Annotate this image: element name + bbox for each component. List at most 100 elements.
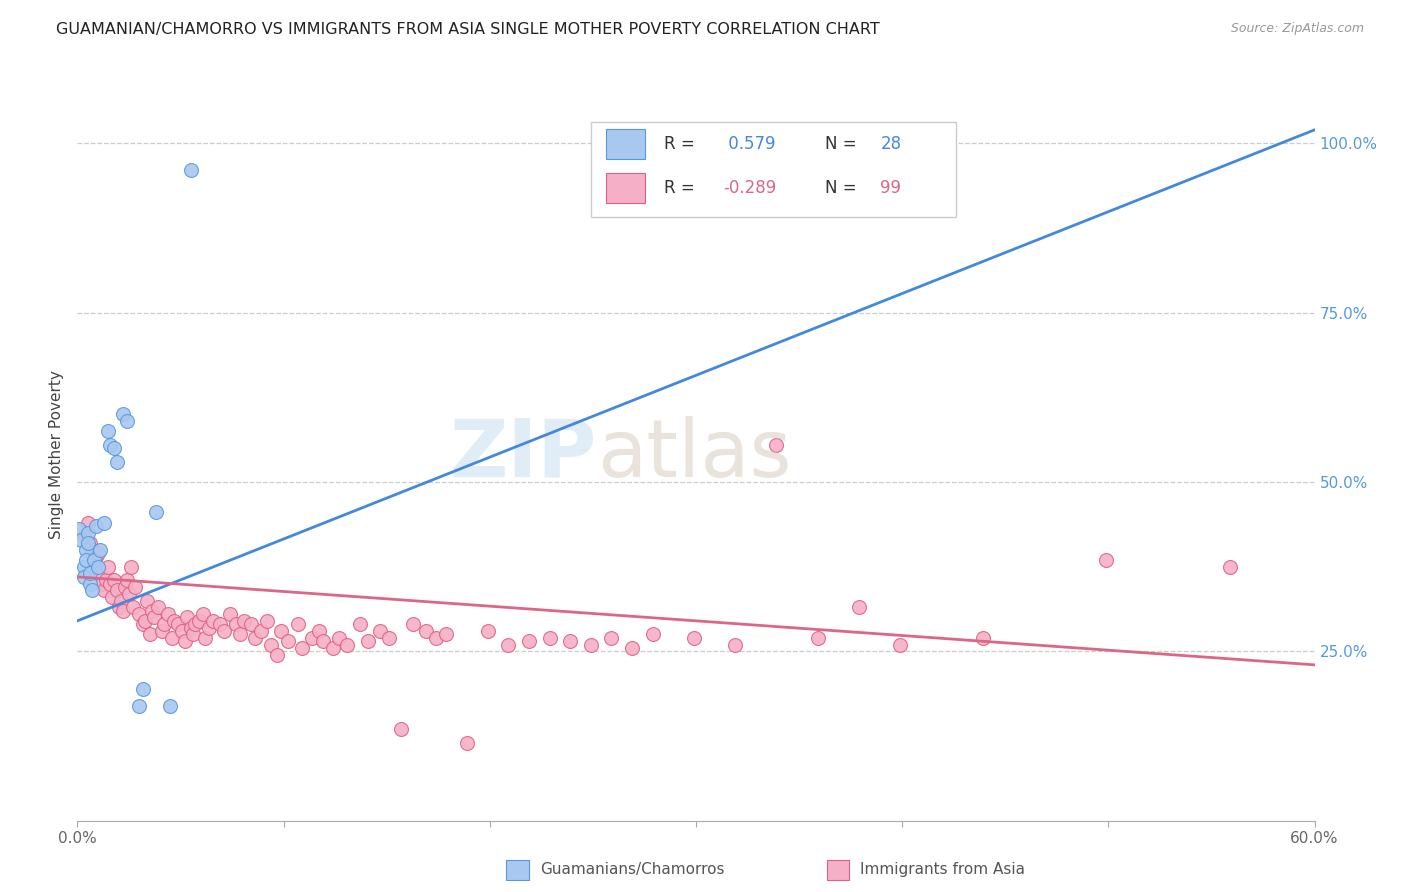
Point: [560, 634, 582, 648]
Point: [336, 638, 359, 652]
Text: Guamanians/Chamorros: Guamanians/Chamorros: [540, 863, 724, 877]
Point: [124, 580, 146, 594]
FancyBboxPatch shape: [591, 122, 956, 218]
Point: [89, 566, 111, 581]
Point: [765, 438, 787, 452]
Point: [1095, 553, 1118, 567]
Point: [456, 736, 478, 750]
Point: [75, 542, 97, 557]
Point: [67, 523, 90, 537]
Point: [312, 634, 335, 648]
Point: [84, 549, 107, 564]
Point: [115, 573, 138, 587]
Text: N =: N =: [825, 179, 862, 197]
Point: [114, 580, 136, 594]
Point: [291, 640, 314, 655]
Text: R =: R =: [664, 179, 700, 197]
Point: [142, 610, 165, 624]
Point: [202, 614, 225, 628]
Point: [84, 519, 107, 533]
Text: R =: R =: [664, 135, 700, 153]
Point: [198, 621, 221, 635]
Text: Immigrants from Asia: Immigrants from Asia: [860, 863, 1025, 877]
Point: [377, 631, 399, 645]
Point: [93, 516, 115, 530]
Point: [103, 441, 125, 455]
Bar: [606, 128, 645, 160]
Point: [579, 638, 602, 652]
Point: [136, 593, 159, 607]
Point: [72, 559, 94, 574]
Point: [150, 624, 173, 638]
Point: [132, 617, 155, 632]
Point: [239, 617, 262, 632]
Point: [208, 617, 231, 632]
Point: [349, 617, 371, 632]
Point: [89, 542, 111, 557]
Point: [76, 525, 98, 540]
Point: [181, 627, 204, 641]
Point: [477, 624, 499, 638]
Point: [301, 631, 323, 645]
Point: [70, 533, 93, 547]
Point: [180, 621, 202, 635]
Text: GUAMANIAN/CHAMORRO VS IMMIGRANTS FROM ASIA SINGLE MOTHER POVERTY CORRELATION CHA: GUAMANIAN/CHAMORRO VS IMMIGRANTS FROM AS…: [56, 22, 880, 37]
Point: [98, 576, 121, 591]
Point: [105, 455, 128, 469]
Point: [79, 576, 101, 591]
Point: [107, 600, 129, 615]
Point: [389, 723, 412, 737]
Point: [219, 607, 242, 621]
Text: 28: 28: [880, 135, 901, 153]
Point: [97, 559, 120, 574]
Point: [260, 638, 283, 652]
Point: [322, 640, 344, 655]
Point: [128, 607, 150, 621]
Text: -0.289: -0.289: [723, 179, 776, 197]
Point: [250, 624, 273, 638]
Point: [128, 698, 150, 713]
Text: N =: N =: [825, 135, 862, 153]
Text: 99: 99: [880, 179, 901, 197]
Point: [105, 583, 128, 598]
Point: [87, 546, 110, 560]
Point: [83, 559, 105, 574]
Point: [176, 610, 198, 624]
Text: 0.579: 0.579: [723, 135, 776, 153]
Point: [141, 604, 163, 618]
Point: [357, 634, 380, 648]
Point: [76, 516, 98, 530]
Point: [194, 631, 217, 645]
Text: atlas: atlas: [598, 416, 792, 494]
Point: [120, 559, 142, 574]
Point: [172, 624, 194, 638]
Point: [243, 631, 266, 645]
Point: [180, 163, 202, 178]
Point: [103, 573, 125, 587]
Point: [415, 624, 437, 638]
Point: [830, 150, 852, 164]
Point: [683, 631, 706, 645]
Point: [134, 614, 156, 628]
Point: [1219, 559, 1241, 574]
Point: [287, 617, 309, 632]
Point: [184, 617, 207, 632]
Point: [225, 617, 247, 632]
Point: [159, 698, 181, 713]
Point: [93, 583, 115, 598]
Point: [538, 631, 561, 645]
Point: [111, 407, 134, 421]
Point: [122, 600, 145, 615]
Text: ZIP: ZIP: [450, 416, 598, 494]
Point: [233, 614, 256, 628]
Point: [118, 587, 141, 601]
Point: [498, 638, 520, 652]
Point: [163, 614, 186, 628]
Point: [115, 414, 138, 428]
Point: [87, 559, 110, 574]
Bar: [606, 172, 645, 203]
Point: [370, 624, 392, 638]
Point: [153, 617, 176, 632]
Point: [83, 553, 105, 567]
Point: [436, 627, 458, 641]
